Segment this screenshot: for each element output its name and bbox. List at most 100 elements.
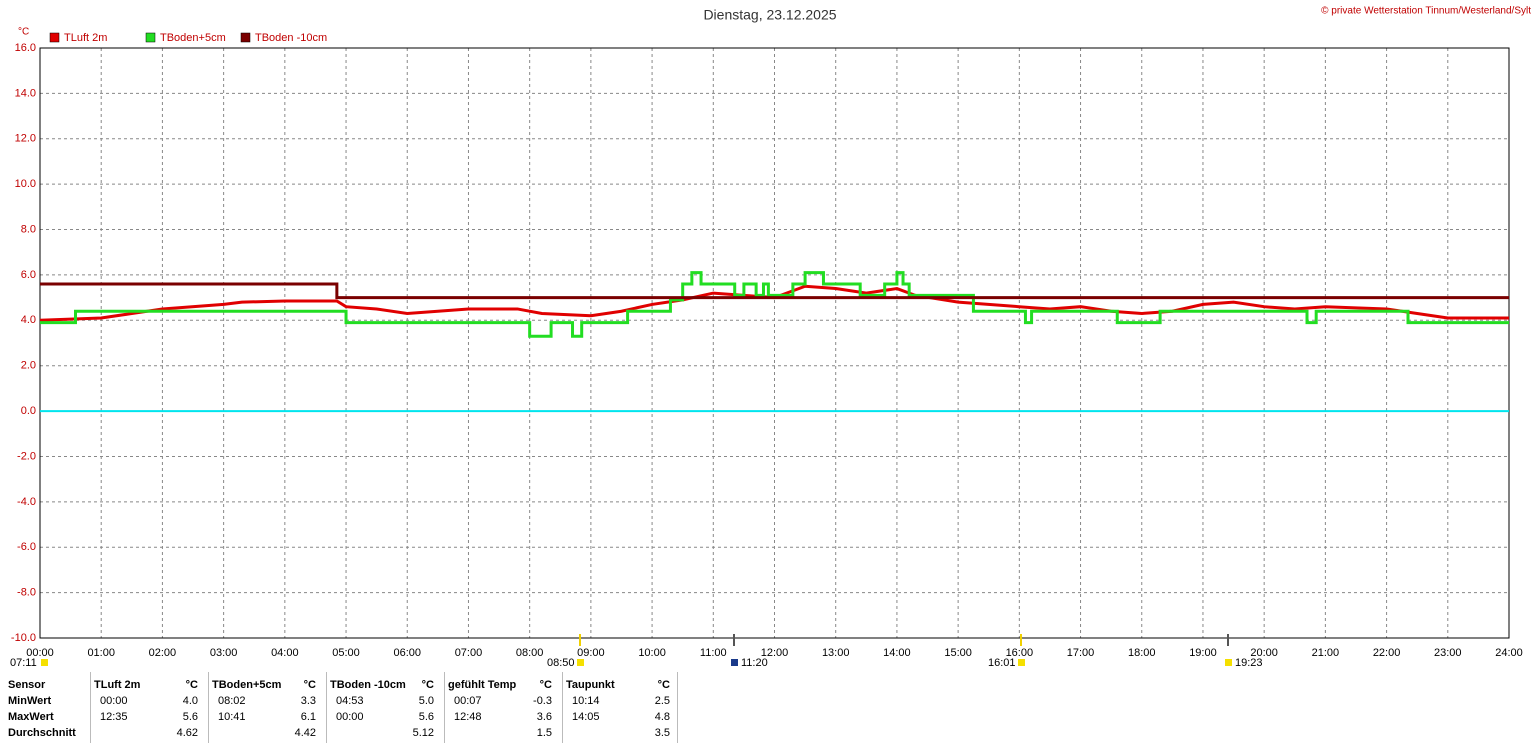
table-cell: 4.42 [294, 727, 316, 739]
y-tick-label: -8.0 [17, 587, 36, 599]
legend-label: TLuft 2m [64, 32, 107, 44]
x-tick-label: 03:00 [210, 647, 238, 659]
x-tick-label: 12:00 [761, 647, 789, 659]
table-cell: 5.12 [412, 727, 434, 739]
marker-label: 19:23 [1235, 657, 1263, 669]
table-cell: 1.5 [536, 727, 552, 739]
marker-icon [577, 659, 584, 666]
x-tick-label: 15:00 [944, 647, 972, 659]
table-cell: gefühlt Temp [448, 679, 517, 691]
table-cell: 3.6 [536, 711, 552, 723]
x-tick-label: 05:00 [332, 647, 360, 659]
table-cell: 14:05 [572, 711, 600, 723]
marker-icon [1018, 659, 1025, 666]
y-axis-label: °C [18, 27, 29, 38]
table-cell: MaxWert [8, 711, 54, 723]
y-tick-label: -2.0 [17, 450, 36, 462]
y-tick-label: -6.0 [17, 541, 36, 553]
x-tick-label: 10:00 [638, 647, 666, 659]
table-cell: TBoden+5cm [212, 679, 282, 691]
table-cell: 6.1 [300, 711, 316, 723]
y-tick-label: 16.0 [15, 42, 36, 54]
y-tick-label: 4.0 [21, 314, 36, 326]
x-tick-label: 04:00 [271, 647, 299, 659]
table-cell: TLuft 2m [94, 679, 141, 691]
y-tick-label: 2.0 [21, 360, 36, 372]
series-line [40, 282, 1509, 300]
x-tick-label: 06:00 [393, 647, 421, 659]
table-cell: Sensor [8, 679, 46, 691]
x-tick-label: 08:00 [516, 647, 544, 659]
x-tick-label: 20:00 [1250, 647, 1278, 659]
x-tick-label: 11:00 [700, 647, 727, 659]
separator [677, 672, 678, 743]
table-cell: MinWert [8, 695, 52, 707]
x-tick-label: 13:00 [822, 647, 850, 659]
table-cell: 08:02 [218, 695, 246, 707]
table-cell: 12:48 [454, 711, 482, 723]
marker-icon [41, 659, 48, 666]
x-tick-label: 16:00 [1006, 647, 1034, 659]
y-tick-label: 12.0 [15, 133, 36, 145]
table-cell: Taupunkt [566, 679, 615, 691]
series-line [40, 271, 1509, 338]
table-cell: 00:00 [100, 695, 128, 707]
separator [326, 672, 327, 743]
y-tick-label: -4.0 [17, 496, 36, 508]
separator [208, 672, 209, 743]
x-tick-label: 17:00 [1067, 647, 1095, 659]
x-tick-label: 18:00 [1128, 647, 1156, 659]
x-tick-label: 19:00 [1189, 647, 1217, 659]
legend-label: TBoden+5cm [160, 32, 226, 44]
table-cell: 3.3 [300, 695, 316, 707]
table-cell: 2.5 [654, 695, 670, 707]
separator [444, 672, 445, 743]
table-cell: 4.8 [654, 711, 670, 723]
table-cell: °C [421, 679, 434, 691]
table-cell: -0.3 [533, 695, 552, 707]
x-tick-label: 24:00 [1495, 647, 1523, 659]
table-cell: °C [185, 679, 198, 691]
x-tick-label: 02:00 [149, 647, 177, 659]
table-cell: 10:14 [572, 695, 600, 707]
marker-label: 07:11 [10, 657, 37, 669]
plot-border [39, 47, 1510, 639]
table-cell: 00:00 [336, 711, 364, 723]
table-cell: 4.62 [176, 727, 198, 739]
series-line [39, 284, 1509, 322]
table-cell: Durchschnitt [8, 727, 76, 739]
table-cell: 4.0 [182, 695, 198, 707]
table-cell: TBoden -10cm [330, 679, 406, 691]
chart-title: Dienstag, 23.12.2025 [703, 7, 836, 23]
separator [90, 672, 91, 743]
table-cell: 5.0 [418, 695, 434, 707]
legend-swatch [240, 32, 251, 43]
legend-swatch [49, 32, 60, 43]
legend-label: TBoden -10cm [255, 32, 327, 44]
separator [562, 672, 563, 743]
x-tick-label: 23:00 [1434, 647, 1462, 659]
table-cell: °C [303, 679, 316, 691]
table-cell: 5.6 [418, 711, 434, 723]
x-tick-label: 09:00 [577, 647, 605, 659]
y-tick-label: 6.0 [21, 269, 36, 281]
y-tick-label: -10.0 [11, 632, 36, 644]
table-cell: °C [657, 679, 670, 691]
x-tick-label: 21:00 [1312, 647, 1340, 659]
marker-label: 08:50 [547, 657, 575, 669]
x-tick-label: 07:00 [455, 647, 483, 659]
credit: © private Wetterstation Tinnum/Westerlan… [1321, 6, 1531, 17]
y-tick-label: 0.0 [21, 405, 36, 417]
table-cell: 3.5 [654, 727, 670, 739]
marker-label: 11:20 [741, 657, 768, 669]
x-tick-label: 01:00 [87, 647, 115, 659]
x-tick-label: 22:00 [1373, 647, 1401, 659]
y-tick-label: 10.0 [15, 178, 36, 190]
marker-label: 16:01 [988, 657, 1016, 669]
marker-icon [731, 659, 738, 666]
y-tick-label: 14.0 [15, 87, 36, 99]
table-cell: °C [539, 679, 552, 691]
table-cell: 10:41 [218, 711, 246, 723]
legend-swatch [145, 32, 156, 43]
